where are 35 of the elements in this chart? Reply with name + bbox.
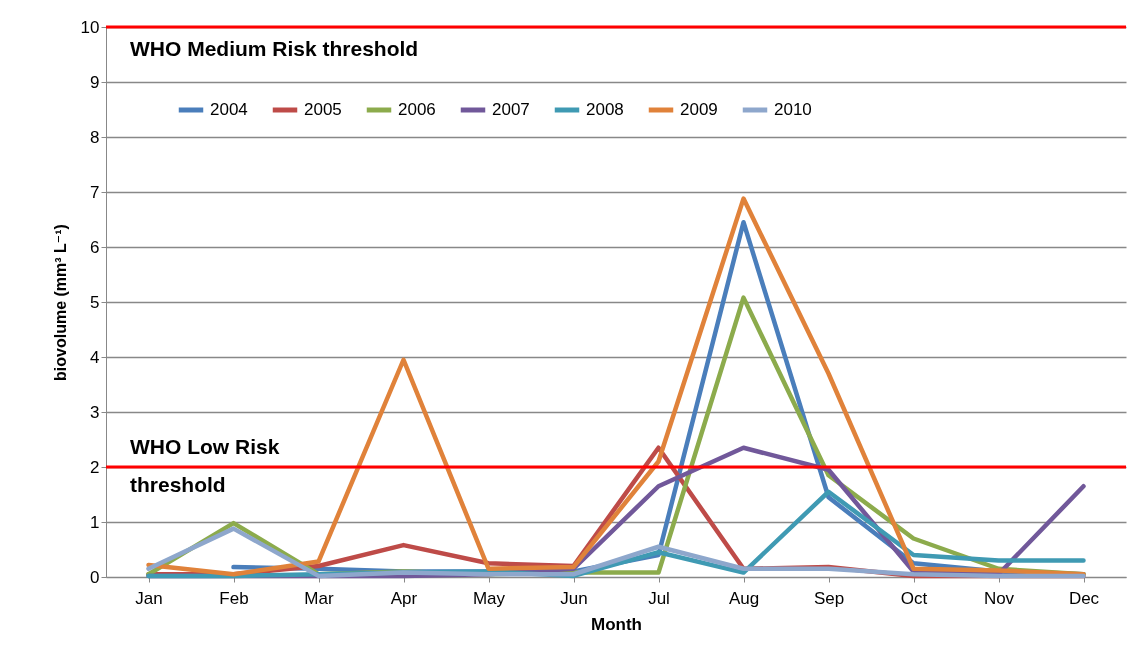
x-tick-label: Nov bbox=[983, 588, 1015, 608]
legend-label: 2007 bbox=[492, 100, 530, 119]
y-tick-label: 1 bbox=[90, 512, 100, 532]
legend-label: 2010 bbox=[774, 100, 812, 119]
x-axis-title: Month bbox=[591, 614, 642, 634]
x-tick-label: Dec bbox=[1068, 588, 1100, 608]
y-tick-label: 6 bbox=[90, 237, 100, 257]
y-tick-label: 10 bbox=[80, 17, 100, 37]
x-tick-label: Jun bbox=[560, 588, 588, 608]
y-tick-label: 4 bbox=[90, 347, 100, 367]
ref-line-label: WHO Low Risk threshold bbox=[130, 435, 280, 496]
legend-label: 2004 bbox=[210, 100, 248, 119]
x-tick-label: Feb bbox=[219, 588, 249, 608]
y-tick-label: 2 bbox=[90, 457, 100, 477]
x-tick-label: Apr bbox=[390, 588, 418, 608]
y-tick-label: 0 bbox=[90, 567, 100, 587]
y-axis-title: biovolume (mm³ L⁻¹) bbox=[51, 224, 69, 381]
line-series bbox=[146, 526, 1086, 579]
y-tick-label: 5 bbox=[90, 292, 100, 312]
x-tick-label: Jul bbox=[648, 588, 670, 608]
y-tick-label: 7 bbox=[90, 182, 100, 202]
x-tick-label: Jan bbox=[135, 588, 163, 608]
legend-label: 2005 bbox=[304, 100, 342, 119]
y-tick-label: 8 bbox=[90, 127, 100, 147]
y-tick-label: 3 bbox=[90, 402, 100, 422]
x-tick-label: Oct bbox=[900, 588, 928, 608]
legend-label: 2006 bbox=[398, 100, 436, 119]
y-tick-label: 9 bbox=[90, 72, 100, 92]
x-tick-label: Sep bbox=[813, 588, 845, 608]
x-tick-label: May bbox=[472, 588, 506, 608]
ref-line-label: WHO Medium Risk threshold bbox=[130, 37, 419, 60]
x-tick-label: Aug bbox=[728, 588, 760, 608]
legend-label: 2008 bbox=[586, 100, 624, 119]
legend-label: 2009 bbox=[680, 100, 718, 119]
x-tick-label: Mar bbox=[304, 588, 334, 608]
